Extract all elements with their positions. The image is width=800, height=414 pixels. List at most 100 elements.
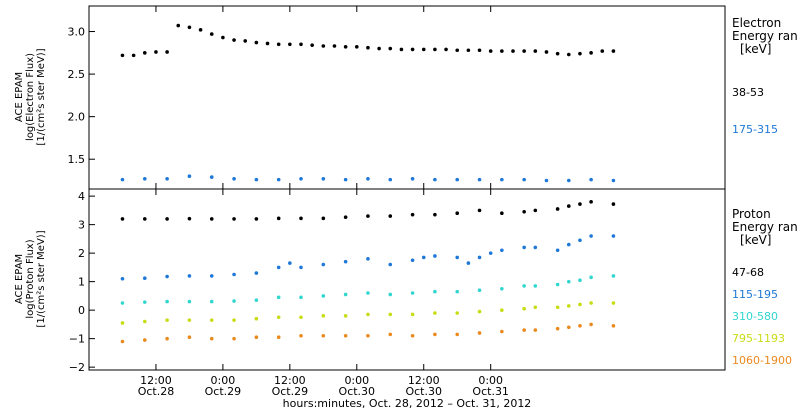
data-point [589,200,593,204]
data-point [555,326,560,331]
data-point [243,39,248,43]
data-point [455,255,460,260]
data-point [388,177,393,182]
data-point [455,311,460,315]
data-point [321,333,326,338]
data-point [120,339,125,344]
data-point [399,47,404,52]
electron-legend: Electron Energy ran [keV] [732,16,798,56]
legend-entry: 115-195 [732,288,778,301]
data-point [455,211,460,216]
data-point [343,333,348,338]
proton-ylabel: ACE EPAM log(Proton Flux) [1/(cm²s ster … [14,230,47,327]
data-point [142,276,147,281]
data-point [455,177,460,182]
proton-panel-frame [88,188,726,371]
data-point [589,322,593,327]
data-point [165,217,169,221]
data-point [477,255,482,260]
proton-legend-title-1: Proton [732,207,771,221]
series-175-315 [120,174,616,183]
data-point [455,289,460,294]
series-47-68 [120,200,616,221]
legend-entry: 38-53 [732,86,764,99]
data-point [500,49,504,53]
data-point [120,217,125,221]
data-point [176,23,181,28]
x-tick-date-label: Oct.30 [405,385,442,398]
data-point [455,48,460,53]
proton-ylabel-line3: [1/(cm²s ster MeV)] [36,230,47,327]
legend-entry: 47-68 [732,266,764,279]
data-point [578,324,582,328]
data-point [578,278,582,283]
data-point [611,274,616,278]
y-tick-label: 2.0 [68,111,86,124]
x-tick-date-label: Oct.28 [138,385,175,398]
x-tick-date-label: Oct.29 [205,385,242,398]
data-point [165,336,169,341]
data-point [142,338,147,342]
data-point [299,176,303,181]
data-point [254,271,259,275]
legend-entry: 1060-1900 [732,354,792,367]
data-point [466,48,471,53]
data-point [276,335,281,340]
series-1060-1900 [120,322,616,344]
data-point [410,312,415,317]
data-point [611,234,616,238]
x-tick-time-label: 0:00 [478,374,503,387]
data-point [221,35,225,40]
data-point [366,333,370,338]
data-point [410,291,415,295]
data-point [578,302,582,307]
data-point [343,314,348,318]
data-point [321,44,326,48]
data-point [455,332,460,337]
data-point [500,211,504,216]
data-point [544,178,549,183]
electron-panel-frame [88,5,726,190]
data-point [410,47,415,52]
data-point [477,177,482,182]
data-point [566,279,571,284]
data-point [611,202,616,206]
data-point [589,51,593,55]
data-point [522,49,526,53]
data-point [321,294,326,298]
data-point [198,28,203,32]
data-point [276,315,281,320]
data-point [366,312,370,317]
data-point [589,275,593,280]
data-point [154,50,158,54]
data-point [433,289,437,294]
data-point [288,42,292,47]
data-point [600,49,605,53]
data-point [321,176,326,181]
data-point [187,25,192,30]
data-point [254,40,259,45]
data-point [276,265,281,270]
data-point [611,49,616,53]
data-point [343,177,348,182]
x-tick-date-label: Oct.31 [472,385,509,398]
data-point [388,262,393,267]
electron-legend-title-2: Energy ran [732,29,798,43]
data-point [209,32,214,36]
data-point [388,332,393,337]
data-point [366,257,370,261]
data-point [165,176,169,181]
data-point [209,217,214,221]
data-point [254,217,259,221]
data-point [366,176,370,181]
data-point [410,333,415,338]
electron-legend-title-3: [keV] [740,42,771,56]
x-tick-time-label: 0:00 [344,374,369,387]
data-point [477,48,482,53]
data-point [589,234,593,238]
data-point [533,245,538,250]
data-point [555,248,560,253]
data-point [232,217,236,221]
data-point [209,175,214,179]
y-tick-label: −2 [69,361,85,374]
